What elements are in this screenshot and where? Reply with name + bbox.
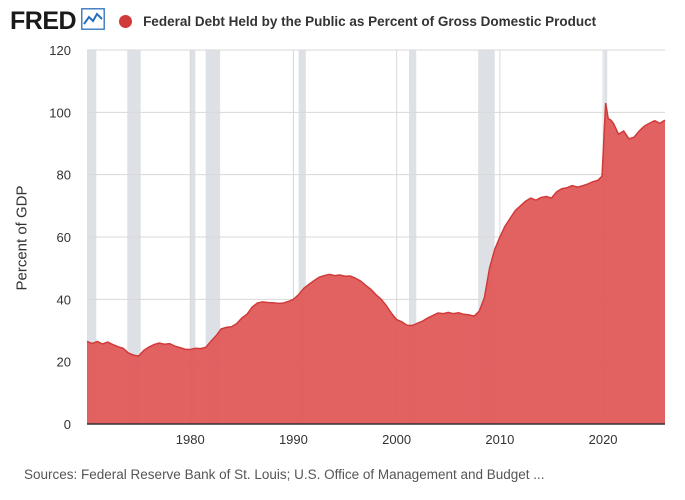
y-tick-label: 120 — [49, 43, 71, 58]
legend-series-marker — [119, 14, 133, 28]
y-axis-label: Percent of GDP — [13, 185, 31, 291]
y-tick-label: 40 — [57, 292, 71, 307]
series-area — [87, 102, 665, 424]
fred-logo[interactable]: FRED — [10, 6, 77, 35]
line-chart-icon — [81, 7, 105, 35]
y-tick-label: 20 — [57, 355, 71, 370]
y-tick-label: 80 — [57, 168, 71, 183]
x-tick-label: 2000 — [382, 432, 411, 447]
x-tick-label: 1980 — [176, 432, 205, 447]
chart-header: FRED Federal Debt Held by the Public as … — [10, 6, 597, 35]
y-tick-label: 100 — [49, 105, 71, 120]
x-tick-label: 2020 — [589, 432, 618, 447]
y-tick-label: 0 — [64, 417, 71, 432]
sources-footer: Sources: Federal Reserve Bank of St. Lou… — [24, 467, 545, 482]
chart-title: Federal Debt Held by the Public as Perce… — [143, 13, 597, 29]
x-tick-label: 2010 — [485, 432, 514, 447]
y-tick-label: 60 — [57, 230, 71, 245]
x-tick-label: 1990 — [279, 432, 308, 447]
series-line — [86, 102, 666, 357]
